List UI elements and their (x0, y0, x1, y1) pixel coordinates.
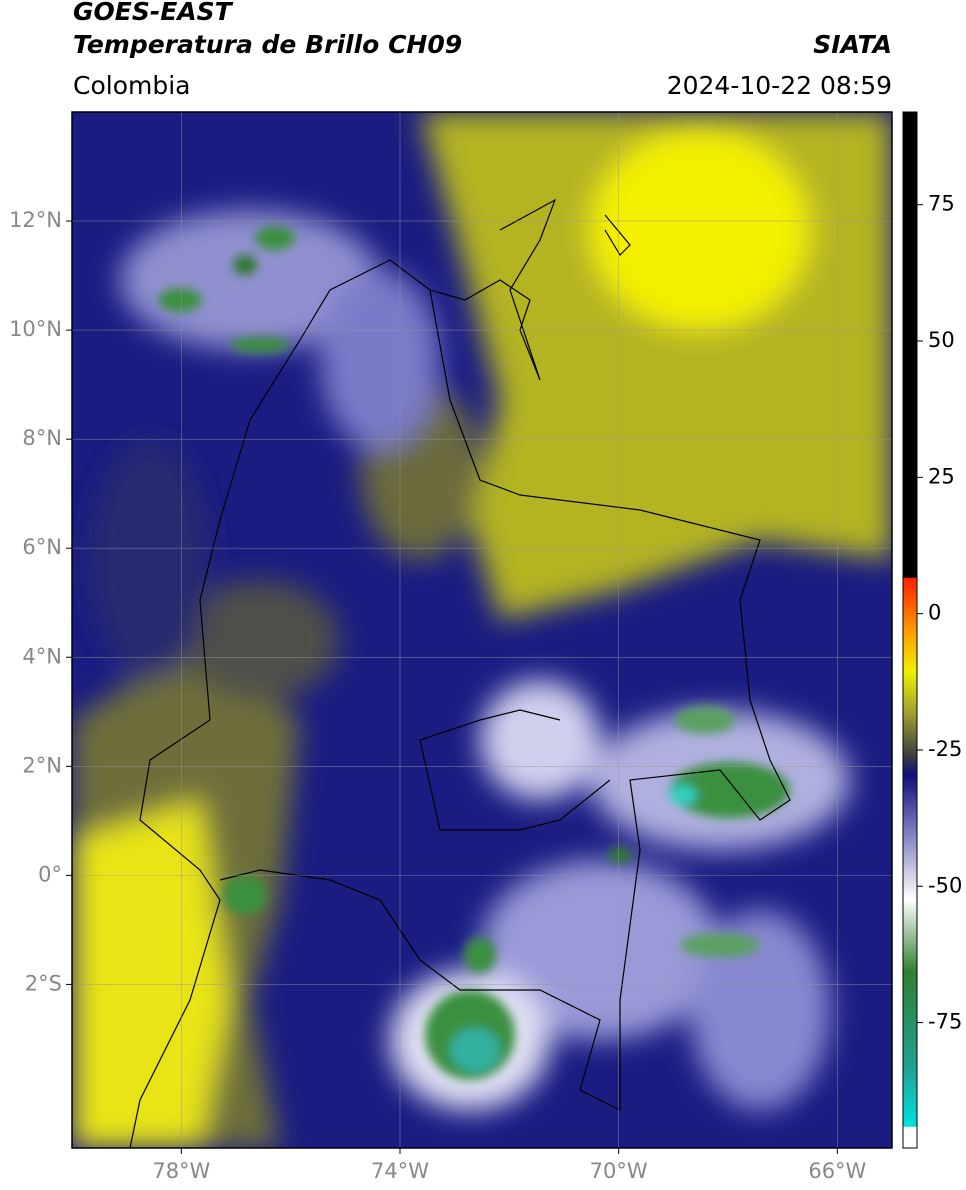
colorbar-label: -75 (928, 1010, 962, 1034)
satellite-image (72, 112, 892, 1148)
source: SIATA (813, 30, 892, 59)
x-tick-label: 70°W (590, 1159, 648, 1183)
y-tick-label: 8°N (22, 426, 62, 450)
colorbar-label: -25 (928, 737, 962, 761)
colorbar-label: 25 (928, 464, 955, 488)
y-tick-label: 0° (38, 862, 62, 886)
title-line2: Temperatura de Brillo CH09 (73, 30, 462, 59)
y-tick-label: 2°N (22, 753, 62, 777)
x-tick-label: 74°W (371, 1159, 429, 1183)
colorbar-label: -50 (928, 873, 962, 897)
y-tick-label: 6°N (22, 535, 62, 559)
colorbar (902, 111, 918, 1149)
colorbar-label: 75 (928, 192, 955, 216)
region: Colombia (73, 71, 190, 100)
y-tick-label: 4°N (22, 644, 62, 668)
borders (129, 198, 791, 1148)
y-tick-label: 12°N (9, 208, 62, 232)
map-frame (71, 111, 893, 1149)
title-line1: GOES-EAST (73, 0, 234, 26)
colorbar-label: 50 (928, 328, 955, 352)
graticule (72, 112, 892, 1148)
y-tick-label: 2°S (25, 971, 62, 995)
x-tick-label: 78°W (152, 1159, 210, 1183)
x-tick-label: 66°W (808, 1159, 866, 1183)
y-tick-label: 10°N (9, 317, 62, 341)
colorbar-label: 0 (928, 601, 941, 625)
timestamp: 2024-10-22 08:59 (667, 71, 892, 100)
